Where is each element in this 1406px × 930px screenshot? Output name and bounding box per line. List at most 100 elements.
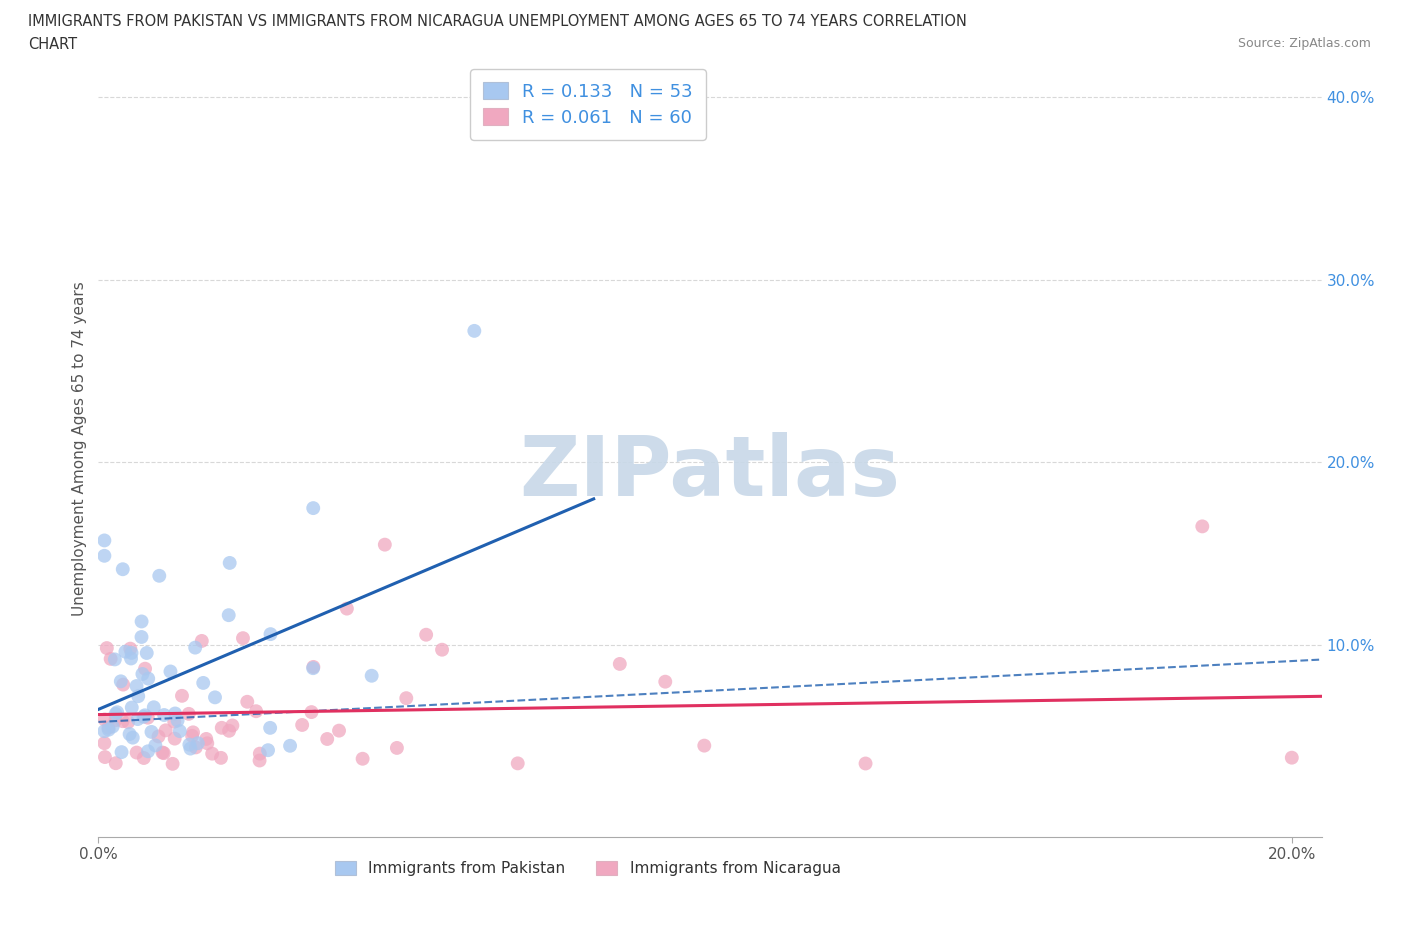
Point <box>245 704 267 719</box>
Point <box>336 601 359 616</box>
Point <box>177 707 200 722</box>
Point <box>166 713 188 728</box>
Legend: Immigrants from Pakistan, Immigrants from Nicaragua: Immigrants from Pakistan, Immigrants fro… <box>328 853 848 884</box>
Point <box>148 568 170 583</box>
Text: CHART: CHART <box>28 37 77 52</box>
Point <box>201 746 224 761</box>
Point <box>291 718 314 733</box>
Point <box>181 724 204 739</box>
Point <box>120 641 142 656</box>
Point <box>94 750 117 764</box>
Point <box>170 688 193 703</box>
Point <box>204 690 226 705</box>
Point <box>131 667 153 682</box>
Point <box>155 723 177 737</box>
Point <box>153 708 176 723</box>
Point <box>218 724 240 738</box>
Point <box>352 751 374 766</box>
Point <box>93 724 115 738</box>
Point <box>693 738 716 753</box>
Point <box>506 756 529 771</box>
Point <box>104 707 127 722</box>
Point <box>105 705 128 720</box>
Point <box>259 721 281 736</box>
Point <box>163 731 186 746</box>
Point <box>179 741 201 756</box>
Point <box>302 659 325 674</box>
Point <box>111 562 134 577</box>
Point <box>302 660 325 675</box>
Point <box>121 700 143 715</box>
Point <box>112 677 135 692</box>
Point <box>232 631 254 645</box>
Point <box>187 736 209 751</box>
Point <box>415 627 437 642</box>
Point <box>195 736 218 751</box>
Point <box>463 324 485 339</box>
Point <box>135 645 157 660</box>
Point <box>132 710 155 724</box>
Point <box>430 643 453 658</box>
Point <box>218 607 240 622</box>
Point <box>114 644 136 659</box>
Point <box>117 715 139 730</box>
Point <box>236 695 259 710</box>
Point <box>316 732 339 747</box>
Point <box>121 730 143 745</box>
Point <box>249 753 271 768</box>
Point <box>93 736 115 751</box>
Point <box>609 657 631 671</box>
Point <box>136 711 159 725</box>
Point <box>395 691 418 706</box>
Point <box>125 745 148 760</box>
Point <box>111 713 134 728</box>
Point <box>302 500 325 515</box>
Point <box>136 671 159 686</box>
Point <box>131 630 153 644</box>
Point <box>218 555 240 570</box>
Point <box>179 737 201 752</box>
Point <box>163 714 186 729</box>
Point <box>134 708 156 723</box>
Point <box>211 721 233 736</box>
Point <box>360 669 382 684</box>
Point <box>121 645 143 660</box>
Point <box>132 751 155 765</box>
Point <box>96 641 118 656</box>
Point <box>141 724 163 739</box>
Point <box>120 651 142 666</box>
Point <box>301 705 323 720</box>
Point <box>181 728 204 743</box>
Point <box>159 664 181 679</box>
Point <box>110 674 132 689</box>
Point <box>184 740 207 755</box>
Point <box>259 627 281 642</box>
Point <box>136 744 159 759</box>
Point <box>162 756 184 771</box>
Point <box>127 711 149 726</box>
Point <box>169 724 191 738</box>
Point <box>97 723 120 737</box>
Point <box>221 718 243 733</box>
Point <box>97 720 120 735</box>
Point <box>153 746 176 761</box>
Point <box>125 679 148 694</box>
Point <box>193 675 215 690</box>
Point <box>93 549 115 564</box>
Point <box>257 743 280 758</box>
Point <box>328 724 350 738</box>
Point <box>1191 519 1213 534</box>
Point <box>654 674 676 689</box>
Text: ZIPatlas: ZIPatlas <box>520 432 900 512</box>
Point <box>127 689 149 704</box>
Text: IMMIGRANTS FROM PAKISTAN VS IMMIGRANTS FROM NICARAGUA UNEMPLOYMENT AMONG AGES 65: IMMIGRANTS FROM PAKISTAN VS IMMIGRANTS F… <box>28 14 967 29</box>
Point <box>1281 751 1303 765</box>
Point <box>374 538 396 552</box>
Point <box>249 746 271 761</box>
Point <box>134 661 156 676</box>
Point <box>131 614 153 629</box>
Point <box>93 533 115 548</box>
Point <box>191 633 214 648</box>
Y-axis label: Unemployment Among Ages 65 to 74 years: Unemployment Among Ages 65 to 74 years <box>72 282 87 616</box>
Point <box>195 732 218 747</box>
